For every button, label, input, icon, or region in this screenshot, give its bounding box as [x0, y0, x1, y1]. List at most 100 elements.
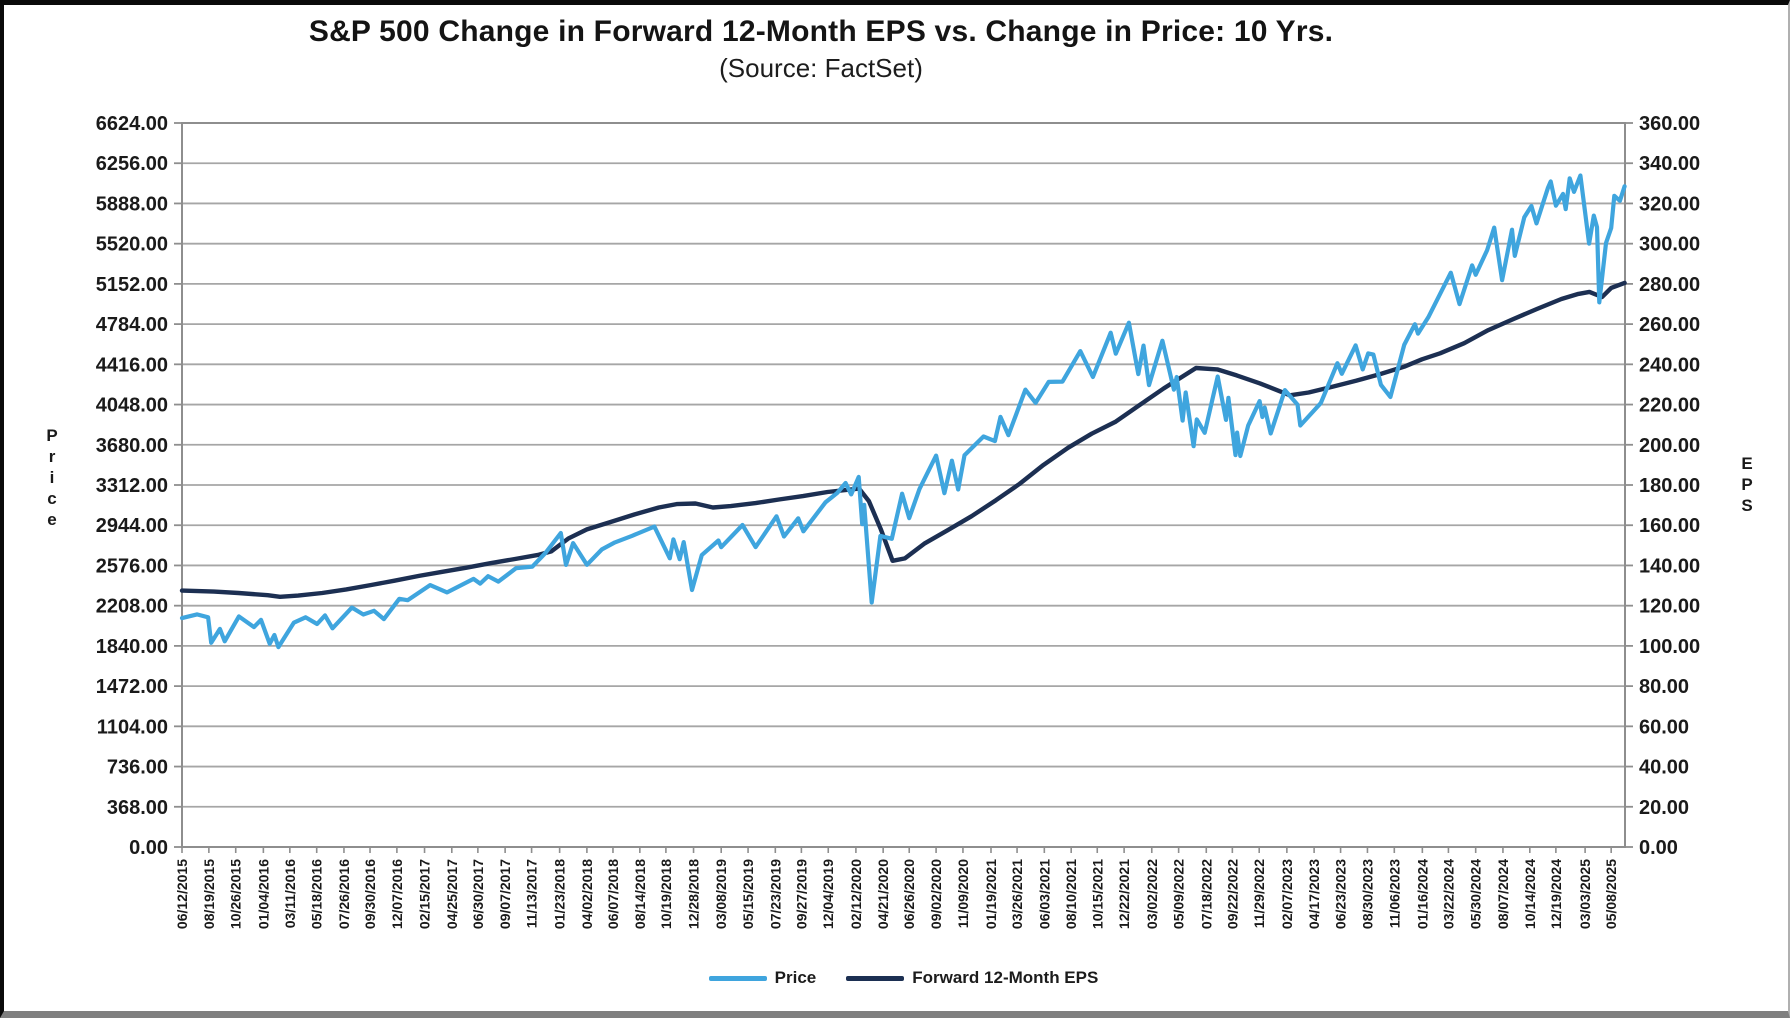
x-axis-tick-label: 03/03/2025: [1577, 859, 1593, 929]
right-axis-tick-label: 60.00: [1639, 716, 1689, 738]
left-axis-tick-label: 2208.00: [96, 596, 168, 618]
x-axis-tick-label: 12/22/2021: [1116, 859, 1132, 929]
right-axis-tick-label: 280.00: [1639, 274, 1700, 296]
left-axis-tick-label: 6624.00: [96, 113, 168, 135]
legend-item-eps: Forward 12-Month EPS: [846, 968, 1098, 988]
x-axis-tick-label: 07/23/2019: [767, 859, 783, 929]
x-axis-tick-label: 12/04/2019: [820, 859, 836, 929]
x-axis-tick-label: 10/19/2018: [658, 859, 674, 929]
x-axis-tick-label: 05/30/2024: [1468, 859, 1484, 929]
x-axis-tick-label: 06/07/2018: [605, 859, 621, 929]
x-axis-tick-label: 06/26/2020: [901, 859, 917, 929]
x-axis-tick-label: 01/19/2021: [983, 859, 999, 929]
x-axis-tick-label: 04/25/2017: [444, 859, 460, 929]
right-axis-tick-label: 260.00: [1639, 314, 1700, 336]
left-axis-tick-label: 5152.00: [96, 274, 168, 296]
eps-line-swatch-icon: [846, 975, 905, 981]
left-axis-tick-label: 2944.00: [96, 515, 168, 537]
gridlines: [181, 122, 1626, 848]
x-axis-tick-label: 04/21/2020: [875, 859, 891, 929]
left-axis-tick-label: 5888.00: [96, 193, 168, 215]
x-axis-tick-label: 08/30/2023: [1359, 859, 1375, 929]
x-axis-tick-label: 11/06/2023: [1386, 859, 1402, 929]
left-axis-tick-label: 4416.00: [96, 354, 168, 376]
left-axis-tick-label: 4784.00: [96, 314, 168, 336]
left-axis-tick-label: 4048.00: [96, 395, 168, 417]
x-axis-tick-label: 04/17/2023: [1306, 859, 1322, 929]
chart-subtitle: (Source: FactSet): [719, 53, 923, 83]
axis-ticks-and-labels: 6624.00 360.00 6256.00 340.00 5888.00 320.00 5…: [96, 113, 1700, 929]
right-axis-tick-label: 140.00: [1639, 555, 1700, 577]
right-axis-tick-label: 0.00: [1639, 837, 1678, 859]
right-axis-tick-label: 340.00: [1639, 153, 1700, 175]
x-axis-tick-label: 02/12/2020: [848, 859, 864, 929]
chart-canvas: 6624.00 360.00 6256.00 340.00 5888.00 320.00 5…: [96, 113, 1700, 929]
left-axis-tick-label: 2576.00: [96, 555, 168, 577]
axis-title-letter: P: [1741, 475, 1753, 494]
legend-label-price: Price: [774, 968, 817, 987]
right-axis-tick-label: 240.00: [1639, 354, 1700, 376]
x-axis-tick-label: 03/26/2021: [1009, 859, 1025, 929]
x-axis-tick-label: 10/14/2024: [1522, 859, 1538, 929]
x-axis-tick-label: 12/28/2018: [686, 859, 702, 929]
x-axis-tick-label: 09/02/2020: [928, 859, 944, 929]
axis-title-letter: c: [47, 489, 57, 508]
x-axis-tick-label: 12/07/2016: [389, 859, 405, 929]
x-axis-tick-label: 01/16/2024: [1414, 859, 1430, 929]
x-axis-tick-label: 09/22/2022: [1224, 859, 1240, 929]
x-axis-tick-label: 03/22/2024: [1440, 859, 1456, 929]
price-line-swatch-icon: [708, 975, 767, 981]
axis-title-letter: E: [1741, 454, 1753, 473]
x-axis-tick-label: 03/08/2019: [713, 859, 729, 929]
x-axis-tick-label: 03/11/2016: [282, 859, 298, 929]
left-axis-tick-label: 3312.00: [96, 475, 168, 497]
right-axis-tick-label: 220.00: [1639, 395, 1700, 417]
x-axis-tick-label: 06/03/2021: [1036, 859, 1052, 929]
x-axis-tick-label: 08/14/2018: [632, 859, 648, 929]
chart-title: S&P 500 Change in Forward 12-Month EPS v…: [308, 15, 1334, 48]
left-axis-tick-label: 3680.00: [96, 435, 168, 457]
series-lines: [179, 173, 1627, 650]
x-axis-tick-label: 05/08/2025: [1603, 859, 1619, 929]
x-axis-tick-label: 06/30/2017: [470, 859, 486, 929]
left-axis-tick-label: 368.00: [107, 797, 168, 819]
x-axis-tick-label: 01/04/2016: [255, 859, 271, 929]
legend-label-eps: Forward 12-Month EPS: [912, 968, 1099, 987]
price-line: [179, 173, 1627, 650]
x-axis-tick-label: 02/07/2023: [1279, 859, 1295, 929]
x-axis-tick-label: 11/09/2020: [955, 859, 971, 929]
x-axis-tick-label: 08/10/2021: [1063, 859, 1079, 929]
right-axis-tick-label: 120.00: [1639, 596, 1700, 618]
legend: Price Forward 12-Month EPS: [182, 968, 1625, 988]
axis-title-letter: P: [46, 426, 58, 445]
x-axis-tick-label: 03/02/2022: [1144, 859, 1160, 929]
left-axis-tick-label: 5520.00: [96, 234, 168, 256]
x-axis-tick-label: 05/15/2019: [740, 859, 756, 929]
eps-line: [179, 280, 1627, 599]
x-axis-tick-label: 11/13/2017: [524, 859, 540, 929]
legend-item-price: Price: [708, 968, 817, 988]
x-axis-tick-label: 10/26/2015: [228, 859, 244, 929]
x-axis-tick-label: 07/26/2016: [336, 859, 352, 929]
left-axis-tick-label: 6256.00: [96, 153, 168, 175]
right-axis-tick-label: 180.00: [1639, 475, 1700, 497]
x-axis-tick-label: 08/07/2024: [1495, 859, 1511, 929]
axis-title-letter: e: [47, 510, 57, 529]
left-axis-tick-label: 0.00: [129, 837, 168, 859]
x-axis-tick-label: 04/02/2018: [579, 859, 595, 929]
x-axis-tick-label: 10/15/2021: [1089, 859, 1105, 929]
right-axis-tick-label: 20.00: [1639, 797, 1689, 819]
axis-title-letter: i: [49, 468, 55, 487]
right-axis-tick-label: 40.00: [1639, 757, 1689, 779]
left-axis-tick-label: 1472.00: [96, 676, 168, 698]
axis-title-letter: S: [1741, 496, 1753, 515]
right-axis-tick-label: 320.00: [1639, 193, 1700, 215]
right-axis-tick-label: 360.00: [1639, 113, 1700, 135]
x-axis-tick-label: 05/09/2022: [1171, 859, 1187, 929]
x-axis-tick-label: 09/07/2017: [497, 859, 513, 929]
x-axis-tick-label: 01/23/2018: [552, 859, 568, 929]
left-axis-tick-label: 736.00: [107, 757, 168, 779]
